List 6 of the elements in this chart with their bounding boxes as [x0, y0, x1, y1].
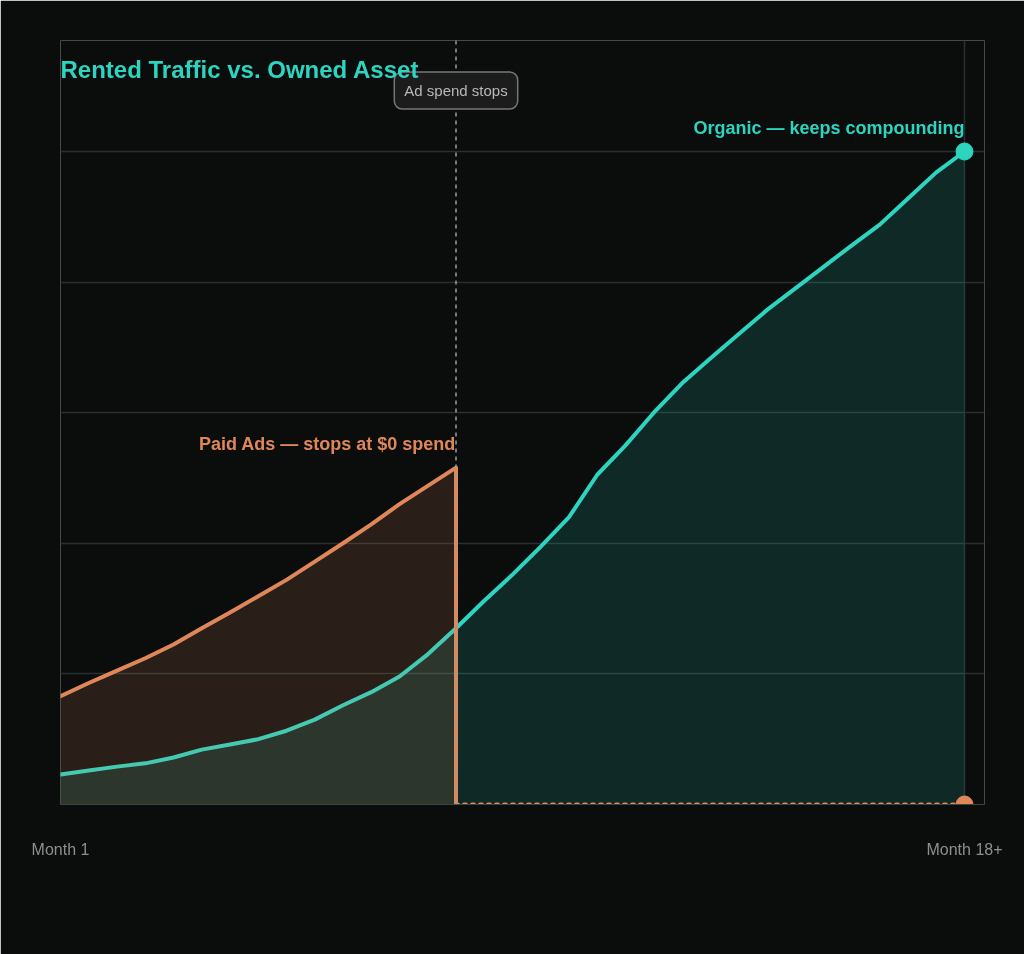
x-tick-label: Month 1 [31, 840, 90, 858]
chart-title: Rented Traffic vs. Owned Asset [60, 55, 419, 83]
series-label: Paid Ads — stops at $0 spend [198, 433, 456, 454]
x-tick-label: Month 18+ [926, 840, 1003, 858]
text: Ad spend stops [404, 82, 508, 99]
series-label: Organic — keeps compounding [693, 117, 965, 138]
